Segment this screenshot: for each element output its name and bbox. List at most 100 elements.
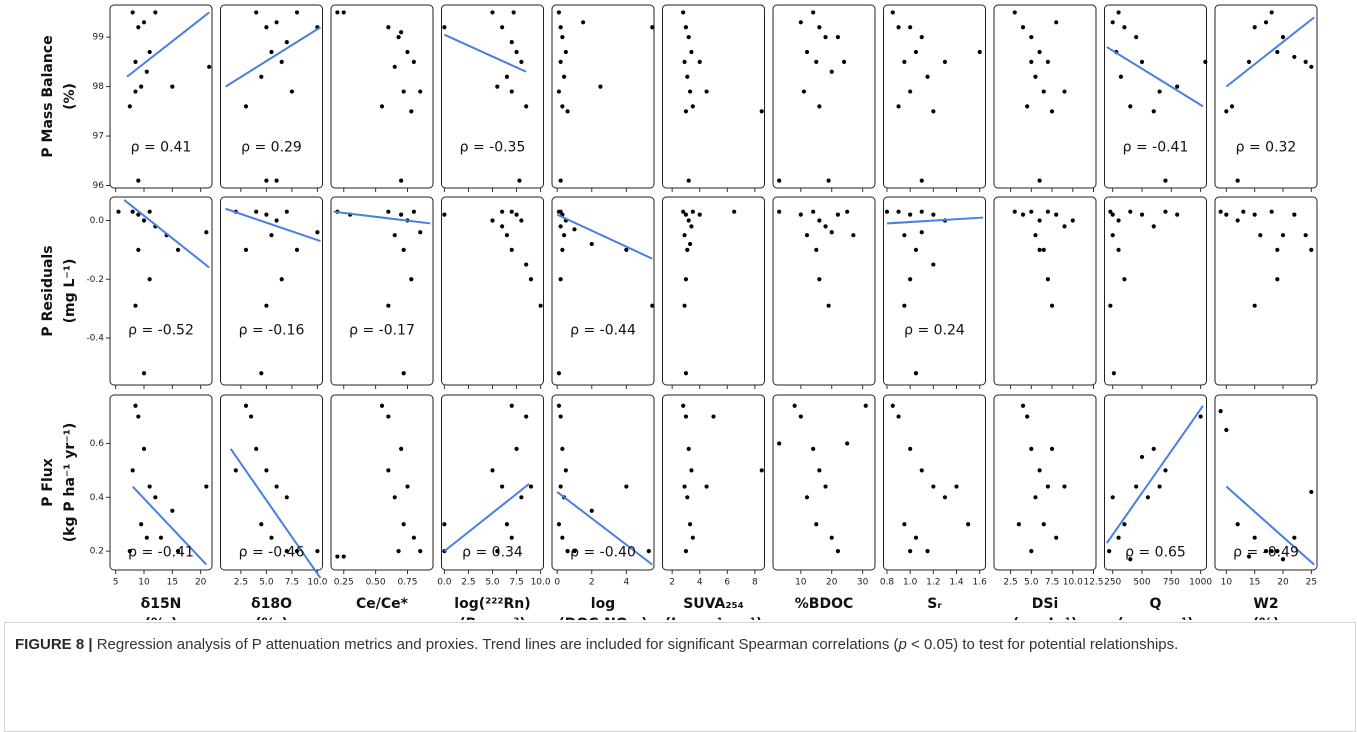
- point: [490, 218, 495, 223]
- point: [977, 49, 982, 55]
- point: [1128, 104, 1133, 109]
- x-axis-label: DSi: [1032, 596, 1059, 612]
- trend-line: [443, 483, 530, 552]
- x-axis-label: (‰): [145, 616, 178, 620]
- point: [147, 277, 152, 282]
- point: [1122, 25, 1127, 30]
- y-axis-label: (kg P ha⁻¹ yr⁻¹): [62, 423, 78, 543]
- point: [1258, 233, 1263, 238]
- point: [524, 104, 529, 109]
- point: [1041, 247, 1046, 252]
- point: [524, 262, 529, 267]
- point: [1029, 35, 1034, 40]
- point: [495, 549, 500, 554]
- point: [1041, 89, 1046, 94]
- panel-frame: [220, 4, 323, 189]
- point: [141, 218, 147, 223]
- point: [284, 39, 289, 45]
- point: [1070, 218, 1075, 223]
- point: [175, 247, 181, 252]
- point: [509, 39, 514, 45]
- point: [682, 233, 687, 238]
- panel-frame: [662, 196, 765, 386]
- point: [558, 25, 563, 30]
- panel-frame: [109, 196, 213, 386]
- point: [814, 59, 819, 64]
- point: [942, 59, 948, 64]
- point: [396, 35, 401, 40]
- point: [1218, 409, 1223, 414]
- point: [504, 522, 510, 527]
- point: [274, 178, 279, 183]
- point: [558, 414, 563, 419]
- point: [683, 371, 689, 376]
- point: [804, 49, 810, 55]
- point: [204, 230, 209, 235]
- point: [1309, 64, 1314, 69]
- point: [1134, 35, 1139, 40]
- y-axis-label: P Flux: [40, 458, 56, 507]
- point: [1062, 224, 1067, 229]
- point: [1224, 109, 1229, 114]
- x-axis-label: (‰): [255, 616, 288, 620]
- point: [913, 247, 919, 252]
- point: [1033, 495, 1038, 500]
- point: [1054, 20, 1059, 25]
- point: [500, 484, 505, 489]
- point: [1033, 74, 1038, 79]
- point: [697, 212, 702, 217]
- panel-frame: [883, 196, 986, 386]
- point: [908, 446, 913, 451]
- point: [1157, 89, 1162, 94]
- point: [335, 554, 340, 559]
- point: [386, 303, 391, 308]
- point: [1116, 218, 1121, 223]
- x-tick-label: 0: [554, 578, 560, 588]
- point: [572, 549, 577, 554]
- point: [686, 35, 691, 40]
- point: [335, 10, 340, 15]
- point: [565, 109, 570, 114]
- point: [777, 178, 782, 183]
- point: [1145, 495, 1150, 500]
- point: [504, 74, 510, 79]
- point: [829, 230, 834, 235]
- rho-label: ρ = -0.16: [239, 322, 305, 338]
- point: [1139, 454, 1145, 460]
- point: [269, 535, 274, 540]
- point: [1292, 212, 1297, 217]
- point: [442, 25, 447, 30]
- point: [558, 178, 563, 183]
- point: [294, 247, 300, 252]
- point: [116, 209, 121, 214]
- point: [1020, 25, 1026, 30]
- point: [683, 277, 689, 282]
- x-tick-label: 10.0: [1063, 578, 1083, 588]
- point: [264, 303, 269, 308]
- point: [130, 10, 135, 15]
- point: [392, 233, 397, 238]
- point: [896, 104, 901, 109]
- point: [908, 549, 913, 554]
- panel-frame: [330, 196, 434, 386]
- x-tick-label: 5.0: [259, 578, 274, 588]
- trend-line: [1225, 485, 1315, 566]
- point: [269, 233, 274, 238]
- x-axis-label: Sᵣ: [927, 596, 942, 612]
- panel-frame: [551, 4, 655, 189]
- panel-frame: [330, 4, 434, 189]
- point: [804, 233, 810, 238]
- point: [759, 468, 764, 473]
- point: [814, 247, 819, 252]
- point: [442, 212, 447, 217]
- point: [902, 303, 907, 308]
- x-tick-label: 20: [826, 578, 838, 588]
- point: [1012, 10, 1017, 15]
- point: [826, 178, 831, 183]
- panel-frame: [772, 394, 876, 571]
- point: [1252, 25, 1257, 30]
- x-tick-label: 10.0: [531, 578, 551, 588]
- point: [1309, 489, 1314, 495]
- x-tick-label: 0.50: [366, 578, 386, 588]
- x-tick-label: 1.2: [926, 578, 940, 588]
